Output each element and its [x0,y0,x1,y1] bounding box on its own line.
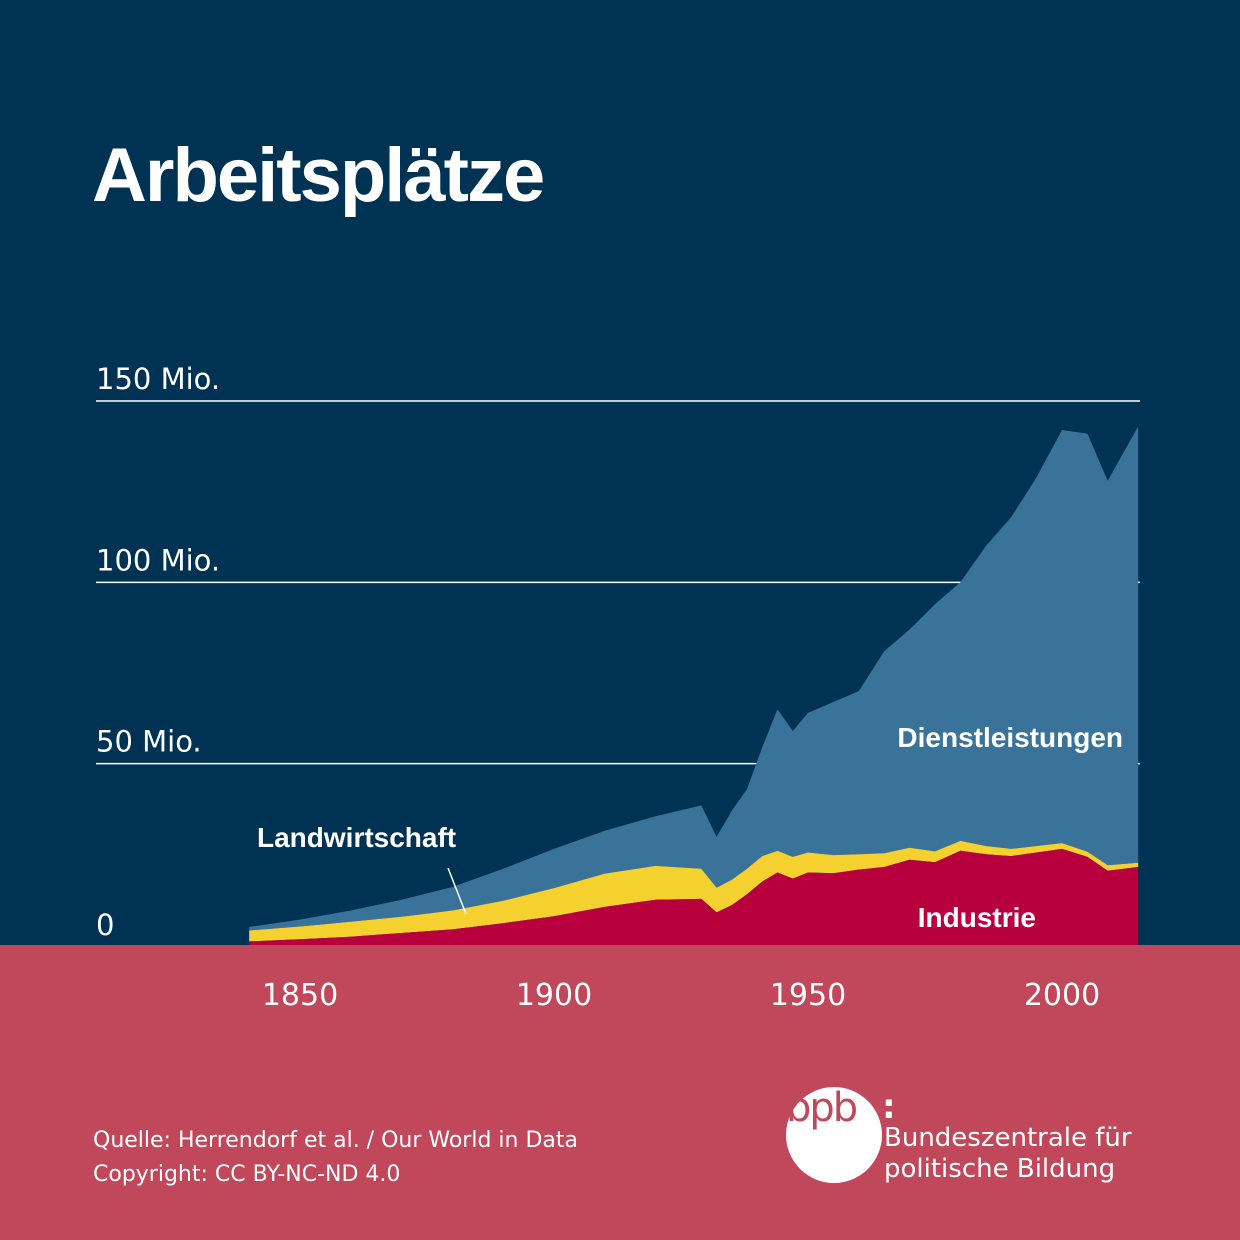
logo-text: Bundeszentrale für politische Bildung [884,1123,1132,1185]
page-title: Arbeitsplätze [92,133,545,218]
series-label-industrie: Industrie [918,902,1036,933]
area-landwirtschaft [249,840,1139,942]
logo-line-1: Bundeszentrale für [884,1123,1132,1153]
y-tick-label: 0 [96,908,114,942]
x-tick-label: 1850 [262,978,338,1013]
landwirtschaft-leader-line [447,867,467,915]
copyright-line: Copyright: CC BY-NC-ND 4.0 [93,1162,401,1187]
area-industrie [249,848,1139,945]
logo-line-2: politische Bildung [884,1154,1116,1184]
source-line: Quelle: Herrendorf et al. / Our World in… [93,1128,578,1153]
x-tick-label: 2000 [1024,978,1100,1013]
x-axis-ticks: 1850 1900 1950 2000 [262,978,1100,1013]
series-label-dienstleistungen: Dienstleistungen [897,722,1123,753]
area-series [249,426,1139,945]
y-tick-label: 100 Mio. [96,543,220,577]
y-tick-label: 50 Mio. [96,725,202,759]
y-axis-ticks: 0 50 Mio. 100 Mio. 150 Mio. [96,362,220,942]
bpb-logo[interactable]: bpb : Bundeszentrale für politische Bild… [786,1073,1146,1193]
logo-mark: bpb [786,1085,916,1131]
footer-panel-background [0,945,1240,1240]
source-note: Quelle: Herrendorf et al. / Our World in… [93,1124,578,1192]
logo-colon: : [882,1087,896,1127]
y-tick-label: 150 Mio. [96,362,220,396]
logo-circle-icon [786,1087,882,1183]
series-label-landwirtschaft: Landwirtschaft [257,822,456,853]
x-tick-label: 1900 [516,978,592,1013]
area-dienstleistungen [249,426,1139,931]
logo-mark-text: bpb [786,1085,858,1131]
x-tick-label: 1950 [770,978,846,1013]
